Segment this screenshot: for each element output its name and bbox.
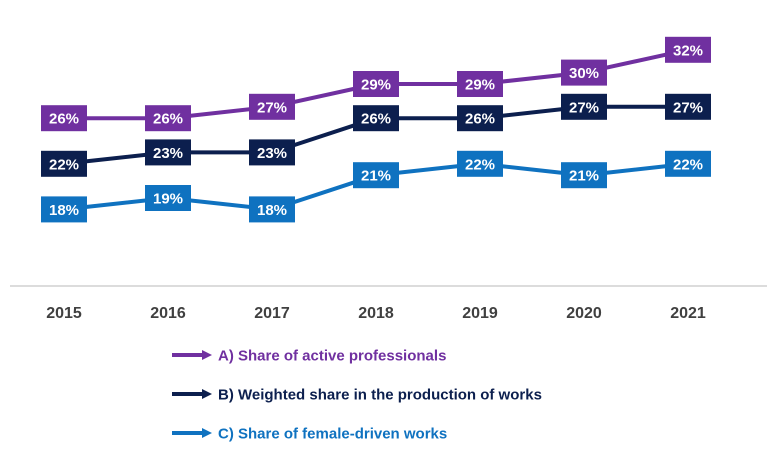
data-label: 18% bbox=[257, 202, 287, 219]
x-tick-label: 2021 bbox=[670, 305, 706, 322]
data-point-box bbox=[353, 105, 399, 132]
data-point-box bbox=[145, 139, 191, 166]
data-label: 30% bbox=[569, 65, 599, 82]
data-label: 29% bbox=[465, 77, 495, 94]
data-point-box bbox=[41, 196, 87, 223]
data-point-box bbox=[665, 150, 711, 177]
data-point-box bbox=[561, 59, 607, 86]
data-label: 27% bbox=[673, 99, 703, 116]
data-label: 26% bbox=[361, 111, 391, 128]
data-point-box bbox=[353, 162, 399, 189]
data-point-box bbox=[41, 105, 87, 132]
data-point-box bbox=[457, 150, 503, 177]
data-point-box bbox=[457, 71, 503, 97]
data-point-box bbox=[41, 150, 87, 177]
x-tick-label: 2018 bbox=[358, 305, 394, 322]
data-point-box bbox=[665, 36, 711, 63]
data-label: 21% bbox=[361, 168, 391, 185]
data-label: 27% bbox=[569, 99, 599, 116]
x-tick-label: 2017 bbox=[254, 305, 290, 322]
data-point-box bbox=[457, 105, 503, 132]
data-label: 32% bbox=[673, 42, 703, 59]
data-point-box bbox=[561, 93, 607, 120]
data-label: 26% bbox=[49, 111, 79, 128]
series-markers: 26% 26% 27% 29% 29% 30% 32% 22% 23% 23% 26% 26% 27% 2… bbox=[41, 36, 711, 223]
legend-label: C) Share of female-driven works bbox=[218, 426, 447, 443]
legend-label: A) Share of active professionals bbox=[218, 348, 446, 365]
legend-arrow-icon bbox=[202, 350, 212, 360]
legend-label: B) Weighted share in the production of w… bbox=[218, 387, 542, 404]
data-label: 22% bbox=[673, 156, 703, 173]
data-point-box bbox=[249, 196, 295, 223]
data-label: 18% bbox=[49, 202, 79, 219]
data-label: 23% bbox=[257, 145, 287, 162]
legend: A) Share of active professionals B) Weigh… bbox=[172, 348, 542, 443]
x-tick-label: 2015 bbox=[46, 305, 82, 322]
data-label: 26% bbox=[153, 111, 183, 128]
data-point-box bbox=[249, 139, 295, 166]
data-label: 23% bbox=[153, 145, 183, 162]
data-label: 19% bbox=[153, 191, 183, 208]
data-label: 22% bbox=[465, 156, 495, 173]
legend-arrow-icon bbox=[202, 428, 212, 438]
x-axis-ticks: 2015 2016 2017 2018 2019 2020 2021 bbox=[46, 305, 706, 322]
data-point-box bbox=[249, 93, 295, 120]
data-point-box bbox=[665, 93, 711, 120]
x-tick-label: 2016 bbox=[150, 305, 186, 322]
data-label: 21% bbox=[569, 168, 599, 185]
x-tick-label: 2020 bbox=[566, 305, 602, 322]
data-label: 29% bbox=[361, 77, 391, 94]
data-label: 22% bbox=[49, 156, 79, 173]
x-tick-label: 2019 bbox=[462, 305, 498, 322]
data-point-box bbox=[145, 185, 191, 211]
data-point-box bbox=[561, 162, 607, 189]
data-point-box bbox=[353, 71, 399, 97]
data-label: 26% bbox=[465, 111, 495, 128]
data-point-box bbox=[145, 105, 191, 132]
legend-arrow-icon bbox=[202, 389, 212, 399]
data-label: 27% bbox=[257, 99, 287, 116]
